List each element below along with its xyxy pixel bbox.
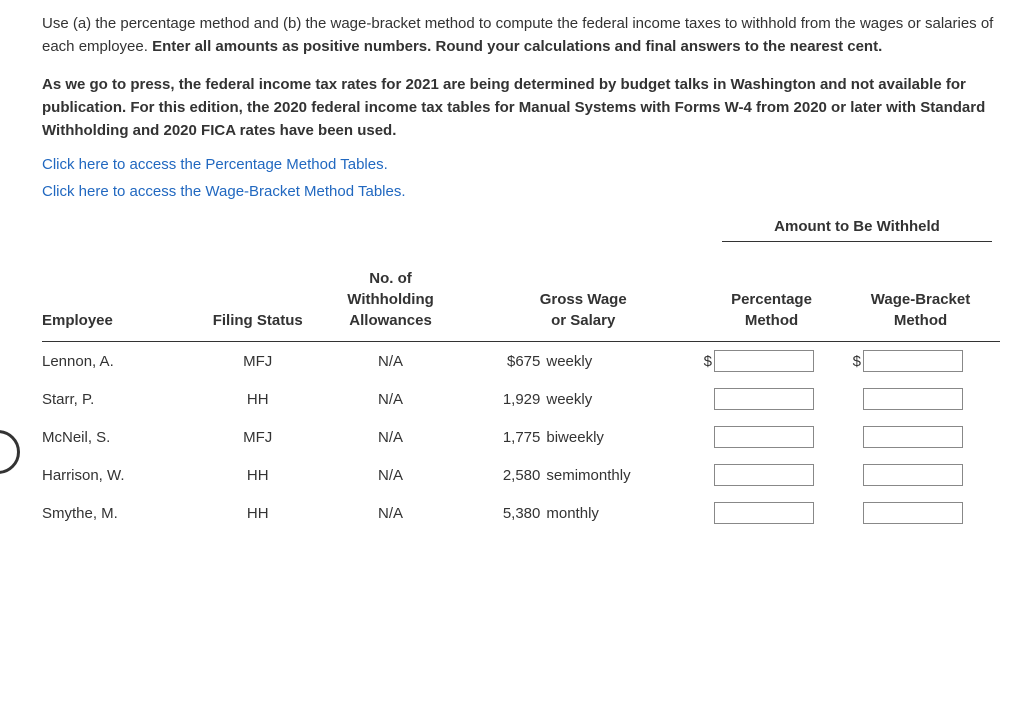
- percentage-method-input[interactable]: [714, 350, 814, 372]
- instruction-paragraph-2: As we go to press, the federal income ta…: [42, 73, 1000, 143]
- percentage-method-input[interactable]: [714, 426, 814, 448]
- table-row: Harrison, W.HHN/A2,580semimonthly: [42, 456, 1000, 494]
- table-wrapper: Amount to Be Withheld Employee Filing St…: [42, 218, 1000, 532]
- employee-cell: Starr, P.: [42, 380, 209, 418]
- gross-wage-cell: 1,775biweekly: [474, 418, 702, 456]
- wage-bracket-method-input[interactable]: [863, 502, 963, 524]
- header-wb-2: Method: [894, 312, 947, 329]
- percentage-method-input[interactable]: [714, 502, 814, 524]
- wage-bracket-method-input[interactable]: [863, 350, 963, 372]
- percentage-method-cell: [702, 494, 851, 532]
- employee-cell: Smythe, M.: [42, 494, 209, 532]
- wage-bracket-method-cell: [851, 494, 1000, 532]
- header-filing: Filing Status: [213, 312, 303, 329]
- header-allow-1: No. of: [369, 270, 412, 287]
- table-row: McNeil, S.MFJN/A1,775biweekly: [42, 418, 1000, 456]
- table-row: Starr, P.HHN/A1,929weekly: [42, 380, 1000, 418]
- gross-wage-cell: 5,380monthly: [474, 494, 702, 532]
- header-wb-1: Wage-Bracket: [871, 291, 970, 308]
- instruction-bold: Enter all amounts as positive numbers. R…: [152, 38, 882, 55]
- wage-bracket-method-cell: [851, 418, 1000, 456]
- table-header-row: Employee Filing Status No. of Withholdin…: [42, 262, 1000, 342]
- wage-period: monthly: [546, 505, 692, 522]
- percentage-method-cell: [702, 418, 851, 456]
- filing-status-cell: HH: [209, 380, 317, 418]
- percentage-method-cell: $: [702, 342, 851, 381]
- gross-wage-cell: $675weekly: [474, 342, 702, 381]
- header-allow-3: Allowances: [349, 312, 432, 329]
- wage-amount: 5,380: [474, 505, 546, 522]
- allowances-cell: N/A: [317, 456, 475, 494]
- col-allowances: No. of Withholding Allowances: [317, 262, 475, 342]
- spacer: [42, 218, 722, 242]
- wage-bracket-method-cell: [851, 456, 1000, 494]
- wage-amount: $675: [474, 353, 546, 370]
- question-content: Use (a) the percentage method and (b) th…: [0, 0, 1024, 544]
- wage-bracket-method-input[interactable]: [863, 426, 963, 448]
- wage-amount: 2,580: [474, 467, 546, 484]
- col-wage: Gross Wage or Salary: [474, 262, 702, 342]
- gross-wage-cell: 1,929weekly: [474, 380, 702, 418]
- col-employee: Employee: [42, 262, 209, 342]
- filing-status-cell: MFJ: [209, 342, 317, 381]
- allowances-cell: N/A: [317, 494, 475, 532]
- table-row: Smythe, M.HHN/A5,380monthly: [42, 494, 1000, 532]
- wage-period: weekly: [546, 353, 692, 370]
- amount-header-row: Amount to Be Withheld: [42, 218, 1000, 242]
- amount-to-be-withheld-header: Amount to Be Withheld: [722, 218, 992, 242]
- filing-status-cell: HH: [209, 494, 317, 532]
- filing-status-cell: MFJ: [209, 418, 317, 456]
- employee-cell: McNeil, S.: [42, 418, 209, 456]
- wage-bracket-tables-link[interactable]: Click here to access the Wage-Bracket Me…: [42, 183, 1000, 200]
- table-row: Lennon, A.MFJN/A$675weekly$$: [42, 342, 1000, 381]
- wage-bracket-method-input[interactable]: [863, 388, 963, 410]
- wage-bracket-method-input[interactable]: [863, 464, 963, 486]
- col-wagebracket: Wage-Bracket Method: [851, 262, 1000, 342]
- header-pct-2: Method: [745, 312, 798, 329]
- wage-period: biweekly: [546, 429, 692, 446]
- percentage-method-input[interactable]: [714, 464, 814, 486]
- header-employee: Employee: [42, 312, 113, 329]
- percentage-method-cell: [702, 380, 851, 418]
- dollar-sign: $: [851, 353, 861, 370]
- amount-header-text: Amount to Be Withheld: [774, 218, 940, 235]
- header-wage-2: or Salary: [551, 312, 615, 329]
- allowances-cell: N/A: [317, 342, 475, 381]
- table-body: Lennon, A.MFJN/A$675weekly$$Starr, P.HHN…: [42, 342, 1000, 533]
- withholding-table: Employee Filing Status No. of Withholdin…: [42, 262, 1000, 532]
- header-allow-2: Withholding: [347, 291, 434, 308]
- wage-bracket-method-cell: [851, 380, 1000, 418]
- employee-cell: Harrison, W.: [42, 456, 209, 494]
- allowances-cell: N/A: [317, 380, 475, 418]
- wage-period: semimonthly: [546, 467, 692, 484]
- employee-cell: Lennon, A.: [42, 342, 209, 381]
- instruction-paragraph-1: Use (a) the percentage method and (b) th…: [42, 12, 1000, 59]
- col-percentage: Percentage Method: [702, 262, 851, 342]
- percentage-tables-link[interactable]: Click here to access the Percentage Meth…: [42, 156, 1000, 173]
- header-pct-1: Percentage: [731, 291, 812, 308]
- wage-amount: 1,775: [474, 429, 546, 446]
- wage-bracket-method-cell: $: [851, 342, 1000, 381]
- gross-wage-cell: 2,580semimonthly: [474, 456, 702, 494]
- allowances-cell: N/A: [317, 418, 475, 456]
- wage-period: weekly: [546, 391, 692, 408]
- percentage-method-cell: [702, 456, 851, 494]
- header-wage-1: Gross Wage: [540, 291, 627, 308]
- col-filing: Filing Status: [209, 262, 317, 342]
- filing-status-cell: HH: [209, 456, 317, 494]
- percentage-method-input[interactable]: [714, 388, 814, 410]
- dollar-sign: $: [702, 353, 712, 370]
- wage-amount: 1,929: [474, 391, 546, 408]
